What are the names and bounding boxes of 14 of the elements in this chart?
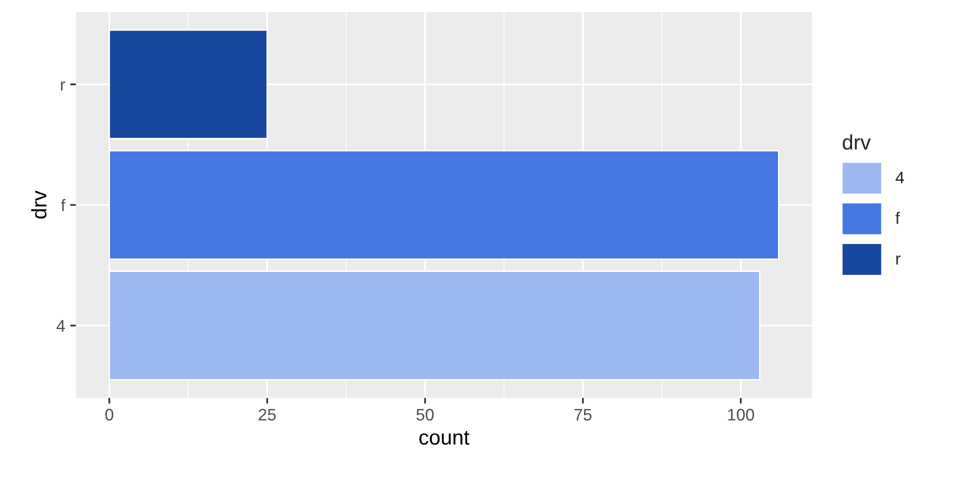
legend-title: drv <box>842 134 871 150</box>
legend-label: r <box>896 255 900 264</box>
y-tick-label: r <box>60 81 66 90</box>
y-axis-title: drv <box>31 190 46 219</box>
x-tick-label: 25 <box>258 408 276 421</box>
x-tick-label: 50 <box>416 408 434 421</box>
x-tick-label: 75 <box>574 408 592 421</box>
y-tick-label: f <box>61 198 66 211</box>
x-tick-label: 0 <box>105 408 114 421</box>
legend-label: f <box>895 212 900 224</box>
y-tick-label: 4 <box>56 320 65 332</box>
legend-label: 4 <box>896 172 904 184</box>
x-tick-label: 100 <box>728 408 754 421</box>
x-axis-title: count <box>419 431 470 445</box>
